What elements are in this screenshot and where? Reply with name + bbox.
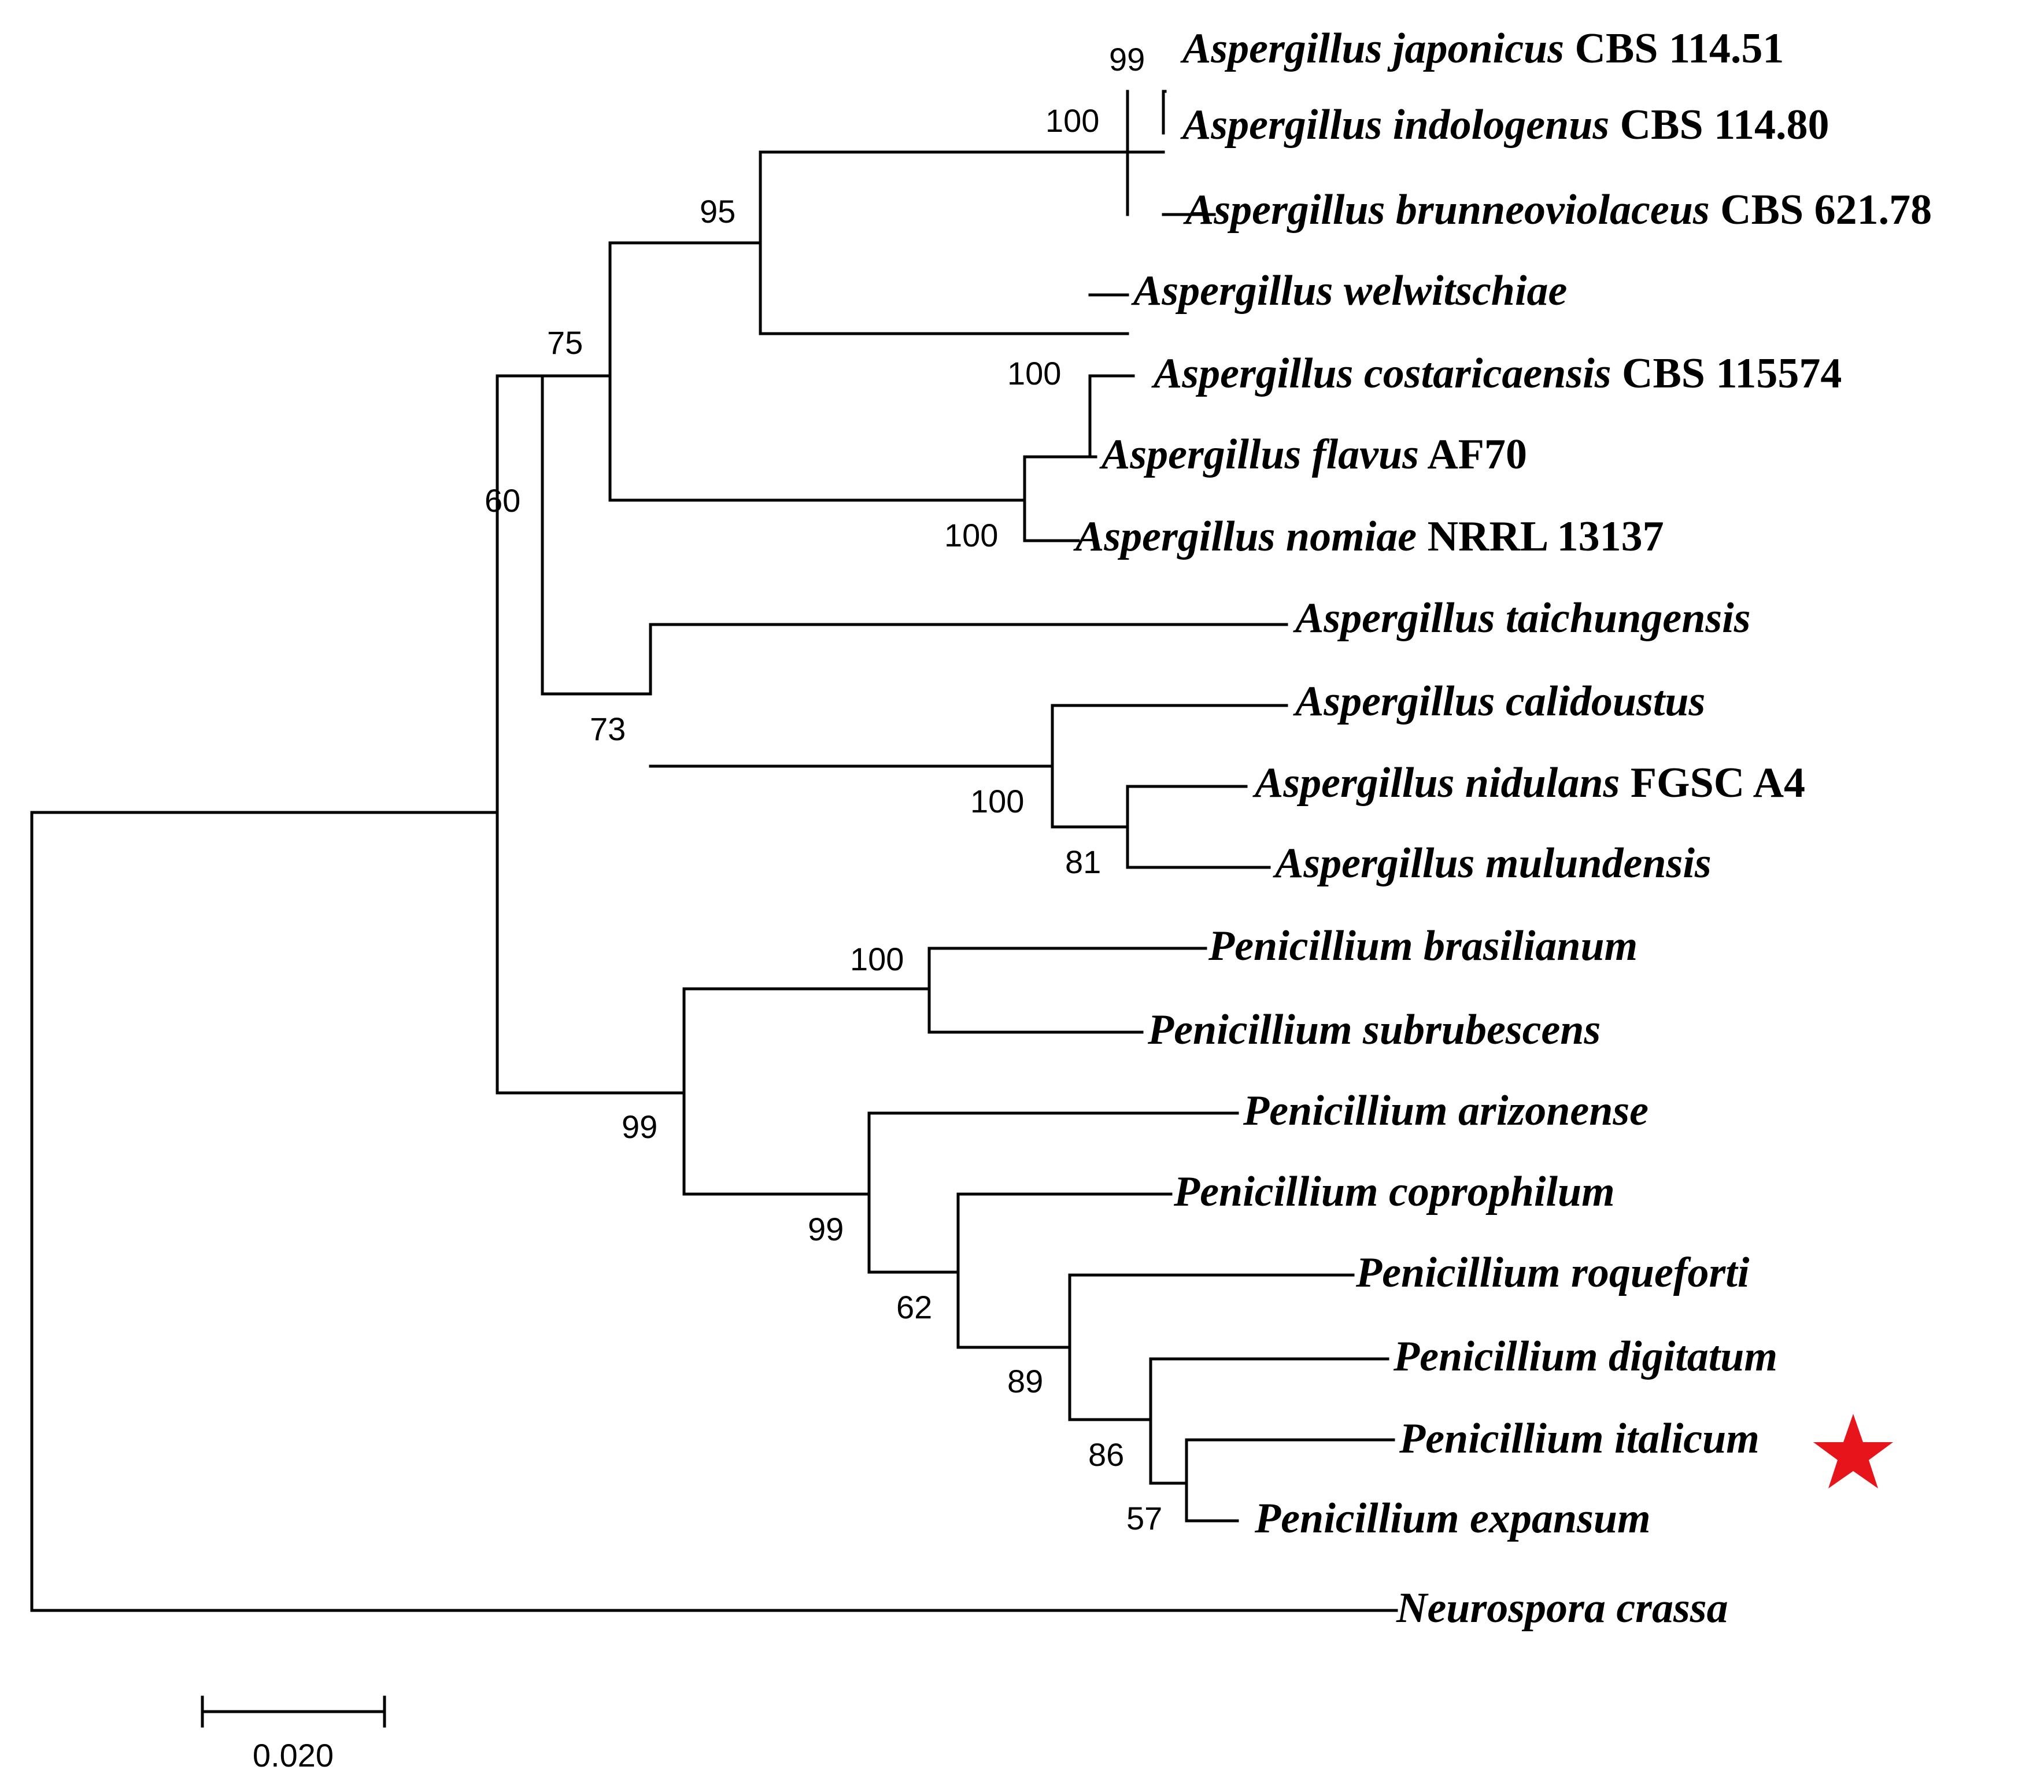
taxon-label: Aspergillus calidoustus	[1293, 678, 1705, 725]
bootstrap-label: 86	[1088, 1436, 1124, 1473]
bootstrap-label: 89	[1007, 1363, 1043, 1399]
taxon-label: Aspergillus brunneoviolaceus CBS 621.78	[1183, 186, 1932, 234]
bootstrap-label: 100	[850, 941, 904, 977]
branch-node-60	[496, 374, 686, 1095]
branch-node-73	[649, 623, 1288, 768]
bootstrap-label: 75	[547, 324, 583, 361]
taxon-labels: Aspergillus japonicus CBS 114.51 Aspergi…	[1073, 25, 1932, 1632]
taxon-label: Aspergillus flavus AF70	[1099, 431, 1527, 478]
bootstrap-label: 99	[1109, 41, 1145, 77]
branch-node-62	[956, 1192, 1173, 1349]
bootstrap-label: 95	[700, 193, 735, 230]
branch-node-75	[541, 374, 652, 696]
star-icon	[1813, 1414, 1893, 1488]
taxon-label: Penicillium brasilianum	[1208, 922, 1638, 970]
bootstrap-label: 57	[1126, 1500, 1162, 1536]
branch-node-89	[1068, 1273, 1355, 1421]
taxon-label: Aspergillus costaricaensis CBS 115574	[1151, 350, 1842, 397]
taxon-label: Aspergillus taichungensis	[1293, 594, 1751, 642]
taxon-label: Aspergillus mulundensis	[1273, 840, 1712, 887]
bootstrap-label: 100	[1007, 355, 1061, 391]
branch-node-99-inner	[867, 1111, 1239, 1274]
branch-node-81	[1126, 785, 1271, 869]
branch-node-japonicus-group	[759, 150, 1129, 335]
branch-node-welwitschiae-group	[1088, 293, 1135, 459]
scale-bar-label: 0.020	[253, 1737, 334, 1773]
taxon-label: Penicillium coprophilum	[1173, 1168, 1615, 1215]
bootstrap-values: 99 100 95 100 75 100 60 73 100 81 100 99…	[485, 41, 1162, 1536]
branch-node-99	[1126, 90, 1216, 216]
taxon-label: Aspergillus indologenus CBS 114.80	[1180, 101, 1829, 149]
bootstrap-label: 99	[808, 1211, 844, 1247]
bootstrap-label: 81	[1065, 844, 1101, 880]
bootstrap-label: 100	[1045, 102, 1099, 139]
taxon-label: Neurospora crassa	[1396, 1584, 1728, 1632]
bootstrap-label: 62	[896, 1289, 932, 1325]
taxon-label: Aspergillus nomiae NRRL 13137	[1073, 513, 1664, 560]
branch-node-86	[1149, 1357, 1389, 1485]
branch-node-57	[1185, 1438, 1395, 1523]
branch-node-flavus-group	[1023, 455, 1097, 542]
scale-bar: 0.020	[201, 1695, 386, 1773]
taxon-label: Penicillium subrubescens	[1147, 1006, 1601, 1054]
taxon-label: Aspergillus nidulans FGSC A4	[1252, 759, 1805, 807]
branch-node-95	[608, 241, 1026, 502]
taxon-label: Penicillium expansum	[1254, 1495, 1651, 1542]
bootstrap-label: 73	[590, 711, 626, 747]
bootstrap-label: 100	[944, 517, 998, 553]
bootstrap-label: 99	[622, 1109, 657, 1145]
branch-root	[30, 811, 1398, 1612]
branch-node-brasilianum-group	[927, 947, 1207, 1034]
branch-node-calidoustus-group	[1051, 704, 1288, 829]
scale-bar-line	[201, 1695, 386, 1728]
taxon-label: Penicillium arizonense	[1243, 1087, 1648, 1135]
branch-node-99-penicillium	[682, 987, 931, 1196]
tree-branches	[30, 90, 1398, 1612]
bootstrap-label: 100	[970, 783, 1024, 819]
taxon-label: Aspergillus japonicus CBS 114.51	[1180, 25, 1784, 72]
taxon-label: Penicillium digitatum	[1393, 1333, 1777, 1380]
taxon-label: Aspergillus welwitschiae	[1131, 267, 1567, 315]
bootstrap-label: 60	[485, 482, 520, 519]
taxon-label: Penicillium roqueforti	[1355, 1249, 1750, 1296]
taxon-label-highlighted: Penicillium italicum	[1399, 1415, 1760, 1462]
